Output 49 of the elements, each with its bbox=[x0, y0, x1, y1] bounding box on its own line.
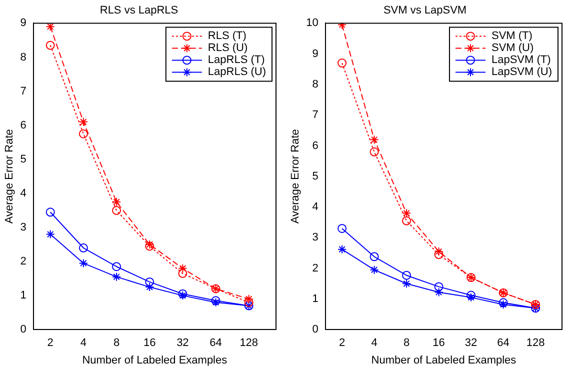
y-tick-label: 0 bbox=[312, 324, 318, 336]
y-tick-label: 6 bbox=[312, 140, 318, 152]
y-tick-label: 2 bbox=[20, 256, 26, 268]
y-tick-label: 1 bbox=[20, 290, 26, 302]
x-tick-label: 32 bbox=[464, 337, 478, 350]
y-tick-label: 7 bbox=[312, 109, 318, 122]
y-tick-label: 5 bbox=[20, 153, 26, 166]
x-tick-label: 16 bbox=[143, 337, 156, 350]
y-tick-label: 4 bbox=[20, 187, 26, 200]
y-tick-label: 9 bbox=[312, 48, 318, 60]
y-axis-title: Average Error Rate bbox=[4, 129, 16, 224]
y-axis-title: Average Error Rate bbox=[290, 129, 302, 224]
y-tick-label: 0 bbox=[20, 324, 26, 336]
legend-label: LapSVM (T) bbox=[491, 54, 551, 66]
y-tick-label: 10 bbox=[306, 17, 318, 30]
legend-label: LapSVM (U) bbox=[491, 66, 552, 78]
x-tick-label: 32 bbox=[176, 337, 189, 350]
x-tick-label: 2 bbox=[47, 337, 54, 350]
x-tick-label: 4 bbox=[80, 337, 86, 350]
y-tick-label: 5 bbox=[312, 170, 318, 182]
x-axis-title: Number of Labeled Examples bbox=[371, 354, 517, 366]
y-tick-label: 3 bbox=[20, 222, 26, 234]
x-tick-label: 128 bbox=[526, 337, 545, 350]
x-tick-label: 64 bbox=[210, 337, 222, 350]
legend-label: RLS (T) bbox=[208, 30, 246, 42]
y-tick-label: 6 bbox=[20, 119, 26, 132]
x-tick-label: 2 bbox=[338, 337, 346, 350]
y-tick-label: 9 bbox=[20, 17, 26, 30]
legend-label: LapRLS (U) bbox=[208, 66, 266, 78]
legend-label: SVM (U) bbox=[491, 42, 534, 54]
legend-label: SVM (T) bbox=[491, 30, 532, 42]
x-tick-label: 8 bbox=[113, 337, 120, 350]
y-tick-label: 8 bbox=[312, 78, 318, 91]
chart-title: RLS vs LapRLS bbox=[100, 4, 178, 17]
legend-label: RLS (U) bbox=[208, 42, 248, 54]
y-tick-label: 7 bbox=[20, 85, 26, 98]
y-tick-label: 2 bbox=[312, 262, 318, 274]
y-tick-label: 4 bbox=[312, 201, 318, 214]
y-tick-label: 8 bbox=[20, 51, 26, 64]
x-tick-label: 128 bbox=[240, 337, 258, 350]
x-axis-title: Number of Labeled Examples bbox=[82, 354, 228, 366]
chart-title: SVM vs LapSVM bbox=[383, 4, 467, 17]
x-tick-label: 16 bbox=[432, 337, 445, 350]
y-tick-label: 1 bbox=[312, 292, 318, 305]
legend-label: LapRLS (T) bbox=[208, 54, 265, 66]
x-tick-label: 8 bbox=[403, 337, 410, 350]
y-tick-label: 3 bbox=[312, 232, 318, 244]
x-tick-label: 64 bbox=[497, 337, 510, 350]
x-tick-label: 4 bbox=[371, 337, 378, 350]
